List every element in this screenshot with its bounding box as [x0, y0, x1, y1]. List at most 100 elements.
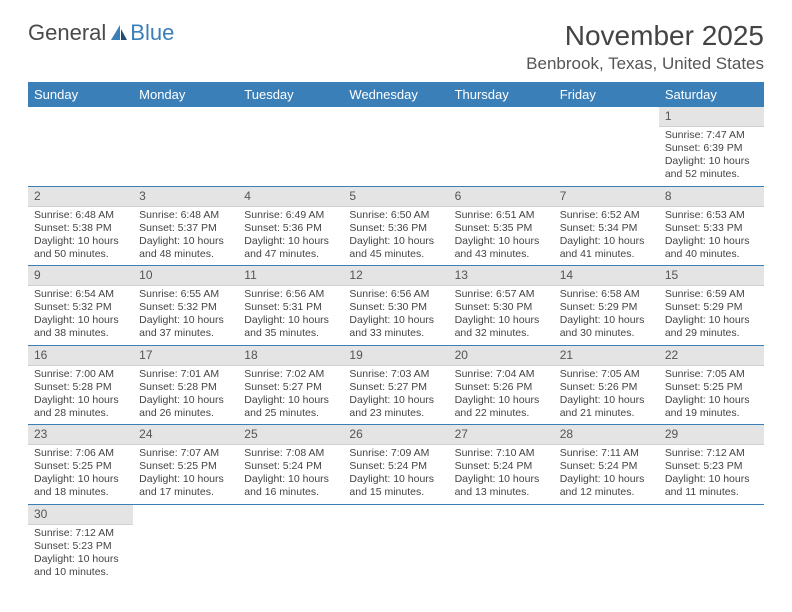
calendar-cell: 15Sunrise: 6:59 AMSunset: 5:29 PMDayligh… — [659, 266, 764, 346]
sunset-text: Sunset: 5:35 PM — [455, 222, 548, 235]
day-number: 16 — [28, 346, 133, 366]
day-number: 2 — [28, 187, 133, 207]
day-number: 19 — [343, 346, 448, 366]
daylight-text: Daylight: 10 hours and 16 minutes. — [244, 473, 337, 499]
day-content: Sunrise: 7:09 AMSunset: 5:24 PMDaylight:… — [343, 445, 448, 504]
sunrise-text: Sunrise: 6:55 AM — [139, 288, 232, 301]
calendar-cell: 18Sunrise: 7:02 AMSunset: 5:27 PMDayligh… — [238, 345, 343, 425]
day-number: 3 — [133, 187, 238, 207]
sunrise-text: Sunrise: 7:09 AM — [349, 447, 442, 460]
day-number: 14 — [554, 266, 659, 286]
sunset-text: Sunset: 5:32 PM — [139, 301, 232, 314]
day-header: Monday — [133, 82, 238, 107]
day-content: Sunrise: 7:47 AMSunset: 6:39 PMDaylight:… — [659, 127, 764, 186]
sunset-text: Sunset: 5:23 PM — [34, 540, 127, 553]
daylight-text: Daylight: 10 hours and 45 minutes. — [349, 235, 442, 261]
sunset-text: Sunset: 5:30 PM — [455, 301, 548, 314]
daylight-text: Daylight: 10 hours and 48 minutes. — [139, 235, 232, 261]
day-content: Sunrise: 7:02 AMSunset: 5:27 PMDaylight:… — [238, 366, 343, 425]
day-content: Sunrise: 7:07 AMSunset: 5:25 PMDaylight:… — [133, 445, 238, 504]
daylight-text: Daylight: 10 hours and 38 minutes. — [34, 314, 127, 340]
day-header: Tuesday — [238, 82, 343, 107]
sunset-text: Sunset: 5:37 PM — [139, 222, 232, 235]
sunrise-text: Sunrise: 6:48 AM — [139, 209, 232, 222]
calendar-cell: 12Sunrise: 6:56 AMSunset: 5:30 PMDayligh… — [343, 266, 448, 346]
calendar-cell: 29Sunrise: 7:12 AMSunset: 5:23 PMDayligh… — [659, 425, 764, 505]
sunset-text: Sunset: 5:27 PM — [244, 381, 337, 394]
day-content: Sunrise: 7:11 AMSunset: 5:24 PMDaylight:… — [554, 445, 659, 504]
daylight-text: Daylight: 10 hours and 28 minutes. — [34, 394, 127, 420]
sunset-text: Sunset: 5:24 PM — [349, 460, 442, 473]
sunrise-text: Sunrise: 7:47 AM — [665, 129, 758, 142]
day-number: 26 — [343, 425, 448, 445]
day-header-row: Sunday Monday Tuesday Wednesday Thursday… — [28, 82, 764, 107]
daylight-text: Daylight: 10 hours and 41 minutes. — [560, 235, 653, 261]
daylight-text: Daylight: 10 hours and 17 minutes. — [139, 473, 232, 499]
day-content: Sunrise: 6:50 AMSunset: 5:36 PMDaylight:… — [343, 207, 448, 266]
calendar-cell: 14Sunrise: 6:58 AMSunset: 5:29 PMDayligh… — [554, 266, 659, 346]
day-content: Sunrise: 7:06 AMSunset: 5:25 PMDaylight:… — [28, 445, 133, 504]
sunset-text: Sunset: 5:28 PM — [139, 381, 232, 394]
daylight-text: Daylight: 10 hours and 26 minutes. — [139, 394, 232, 420]
calendar-cell: 4Sunrise: 6:49 AMSunset: 5:36 PMDaylight… — [238, 186, 343, 266]
daylight-text: Daylight: 10 hours and 40 minutes. — [665, 235, 758, 261]
day-content: Sunrise: 7:00 AMSunset: 5:28 PMDaylight:… — [28, 366, 133, 425]
day-content: Sunrise: 6:56 AMSunset: 5:31 PMDaylight:… — [238, 286, 343, 345]
calendar-cell — [343, 504, 448, 583]
day-number: 20 — [449, 346, 554, 366]
day-number: 11 — [238, 266, 343, 286]
calendar-row: 1Sunrise: 7:47 AMSunset: 6:39 PMDaylight… — [28, 107, 764, 186]
sunrise-text: Sunrise: 6:53 AM — [665, 209, 758, 222]
calendar-cell — [554, 504, 659, 583]
day-content: Sunrise: 7:04 AMSunset: 5:26 PMDaylight:… — [449, 366, 554, 425]
day-content: Sunrise: 6:54 AMSunset: 5:32 PMDaylight:… — [28, 286, 133, 345]
day-number: 28 — [554, 425, 659, 445]
sunrise-text: Sunrise: 7:05 AM — [665, 368, 758, 381]
day-number: 6 — [449, 187, 554, 207]
daylight-text: Daylight: 10 hours and 15 minutes. — [349, 473, 442, 499]
sunrise-text: Sunrise: 7:04 AM — [455, 368, 548, 381]
sunset-text: Sunset: 5:24 PM — [560, 460, 653, 473]
daylight-text: Daylight: 10 hours and 12 minutes. — [560, 473, 653, 499]
sunset-text: Sunset: 5:23 PM — [665, 460, 758, 473]
calendar-cell: 30Sunrise: 7:12 AMSunset: 5:23 PMDayligh… — [28, 504, 133, 583]
daylight-text: Daylight: 10 hours and 25 minutes. — [244, 394, 337, 420]
calendar-cell: 3 Sunrise: 6:48 AMSunset: 5:37 PMDaylight… — [133, 186, 238, 266]
calendar-cell: 20Sunrise: 7:04 AMSunset: 5:26 PMDayligh… — [449, 345, 554, 425]
day-content: Sunrise: 6:52 AMSunset: 5:34 PMDaylight:… — [554, 207, 659, 266]
sunset-text: Sunset: 5:36 PM — [244, 222, 337, 235]
daylight-text: Daylight: 10 hours and 47 minutes. — [244, 235, 337, 261]
header: General Blue November 2025 Benbrook, Tex… — [28, 20, 764, 74]
day-number: 30 — [28, 505, 133, 525]
daylight-text: Daylight: 10 hours and 50 minutes. — [34, 235, 127, 261]
day-content: Sunrise: 6:57 AMSunset: 5:30 PMDaylight:… — [449, 286, 554, 345]
day-content: Sunrise: 6:59 AMSunset: 5:29 PMDaylight:… — [659, 286, 764, 345]
daylight-text: Daylight: 10 hours and 21 minutes. — [560, 394, 653, 420]
day-number: 29 — [659, 425, 764, 445]
sunrise-text: Sunrise: 7:12 AM — [34, 527, 127, 540]
calendar-cell — [449, 107, 554, 186]
sunset-text: Sunset: 5:27 PM — [349, 381, 442, 394]
day-content: Sunrise: 7:10 AMSunset: 5:24 PMDaylight:… — [449, 445, 554, 504]
day-header: Wednesday — [343, 82, 448, 107]
sunrise-text: Sunrise: 6:57 AM — [455, 288, 548, 301]
day-content: Sunrise: 6:49 AMSunset: 5:36 PMDaylight:… — [238, 207, 343, 266]
day-content: Sunrise: 7:01 AMSunset: 5:28 PMDaylight:… — [133, 366, 238, 425]
daylight-text: Daylight: 10 hours and 23 minutes. — [349, 394, 442, 420]
calendar-cell — [238, 504, 343, 583]
calendar-cell: 28Sunrise: 7:11 AMSunset: 5:24 PMDayligh… — [554, 425, 659, 505]
sunrise-text: Sunrise: 6:49 AM — [244, 209, 337, 222]
calendar-cell: 2Sunrise: 6:48 AMSunset: 5:38 PMDaylight… — [28, 186, 133, 266]
sunset-text: Sunset: 5:29 PM — [560, 301, 653, 314]
day-content: Sunrise: 7:08 AMSunset: 5:24 PMDaylight:… — [238, 445, 343, 504]
calendar-cell: 9Sunrise: 6:54 AMSunset: 5:32 PMDaylight… — [28, 266, 133, 346]
calendar-row: 16Sunrise: 7:00 AMSunset: 5:28 PMDayligh… — [28, 345, 764, 425]
sunrise-text: Sunrise: 6:54 AM — [34, 288, 127, 301]
day-number: 7 — [554, 187, 659, 207]
calendar-cell: 22Sunrise: 7:05 AMSunset: 5:25 PMDayligh… — [659, 345, 764, 425]
sunset-text: Sunset: 5:31 PM — [244, 301, 337, 314]
sunset-text: Sunset: 5:32 PM — [34, 301, 127, 314]
sunset-text: Sunset: 5:29 PM — [665, 301, 758, 314]
sunrise-text: Sunrise: 7:02 AM — [244, 368, 337, 381]
sunset-text: Sunset: 5:24 PM — [455, 460, 548, 473]
